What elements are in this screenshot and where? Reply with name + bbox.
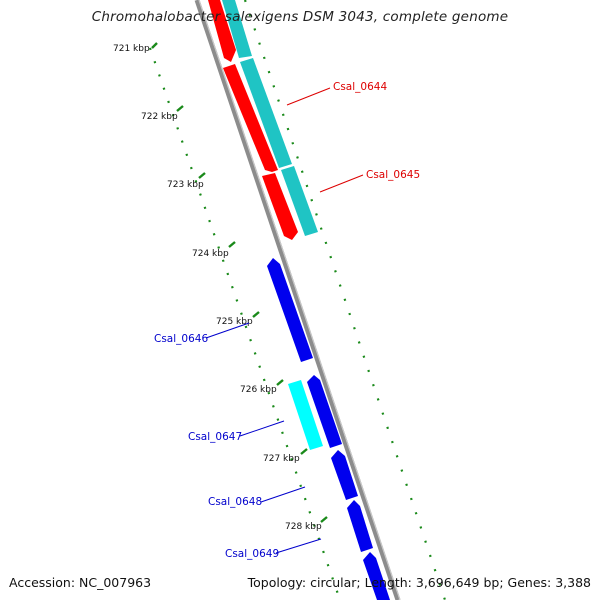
kbp-label-725: 725 kbp (216, 317, 253, 327)
genome-summary-text: Topology: circular; Length: 3,696,649 bp… (247, 575, 591, 590)
gene-leader-0649 (275, 538, 322, 554)
cds-reverse-0646[interactable] (267, 258, 313, 362)
gene-label-0647[interactable]: Csal_0647 (188, 431, 242, 443)
similar-forward-0643[interactable] (222, 0, 252, 58)
kbp-label-726: 726 kbp (240, 385, 277, 395)
cds-reverse-0647[interactable] (307, 375, 342, 448)
kbp-label-724: 724 kbp (192, 249, 229, 259)
gene-label-0645[interactable]: Csal_0645 (366, 169, 420, 181)
gene-leader-0644 (286, 87, 331, 106)
backbone-line-inner (198, 0, 401, 600)
gene-label-0649[interactable]: Csal_0649 (225, 548, 279, 560)
gene-label-0648[interactable]: Csal_0648 (208, 496, 262, 508)
kbp-label-722: 722 kbp (141, 112, 178, 122)
cds-forward-0644[interactable] (223, 64, 278, 172)
kbp-label-727: 727 kbp (263, 454, 300, 464)
similar-forward-0645[interactable] (281, 166, 318, 236)
accession-text: Accession: NC_007963 (9, 575, 152, 590)
gene-label-0646[interactable]: Csal_0646 (154, 333, 208, 345)
gene-leader-0648 (260, 486, 306, 503)
kbp-ticks (151, 42, 328, 523)
gene-leader-0645 (319, 174, 364, 193)
backbone-line-outer (194, 0, 401, 600)
cds-reverse-0650[interactable] (363, 552, 390, 600)
kbp-label-723: 723 kbp (167, 180, 204, 190)
cds-reverse-0649[interactable] (347, 500, 373, 552)
kbp-label-721: 721 kbp (113, 44, 150, 54)
cds-forward-0645[interactable] (262, 173, 298, 240)
gene-leader-0646 (205, 322, 250, 339)
cds-forward-0643[interactable] (208, 0, 236, 62)
outer-kbp-ring (243, 0, 447, 600)
cds-reverse-0648[interactable] (331, 450, 358, 500)
map-title: Chromohalobacter salexigens DSM 3043, co… (91, 9, 509, 25)
gene-leader-0647 (239, 420, 285, 437)
gene-label-0644[interactable]: Csal_0644 (333, 81, 387, 93)
kbp-label-728: 728 kbp (285, 522, 322, 532)
similar-reverse-0647[interactable] (288, 380, 323, 450)
similar-forward-0644[interactable] (240, 58, 292, 168)
